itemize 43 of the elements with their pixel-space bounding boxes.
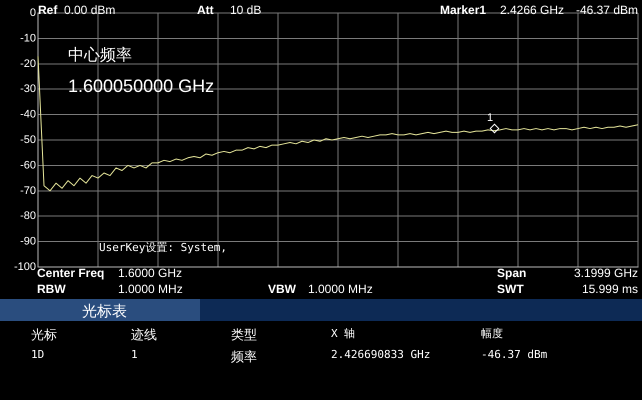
annotation: 10 dB — [230, 3, 262, 17]
annotation: Att — [197, 3, 214, 17]
annotation: 0.00 dBm — [64, 3, 116, 17]
text: 1D — [31, 348, 44, 361]
text: RBW — [37, 282, 66, 296]
text: 2.426690833 GHz — [331, 348, 430, 361]
annotation: Span — [497, 266, 526, 280]
annotation: Ref — [38, 3, 58, 17]
y-tick-label: -30 — [20, 83, 36, 96]
y-tick-label: -60 — [20, 159, 36, 172]
text: 1.0000 MHz — [308, 282, 373, 296]
y-tick-label: -90 — [20, 236, 36, 248]
annotation: 2.4266 GHz — [500, 3, 564, 17]
text: 光标 — [31, 327, 57, 344]
y-tick-label: -20 — [20, 58, 36, 70]
annotation: UserKey设置: System, — [99, 240, 227, 255]
annotation: 1.600050000 GHz — [68, 76, 214, 97]
annotation: Center Freq — [37, 266, 104, 280]
text: 幅度 — [481, 326, 503, 341]
annotation: 1.6000 GHz — [118, 266, 182, 280]
annotation: 3.1999 GHz — [574, 266, 638, 280]
y-tick-label: -50 — [20, 134, 36, 146]
text: SWT — [497, 282, 524, 296]
text: X 轴 — [331, 326, 356, 341]
y-tick-label: -100 — [14, 261, 36, 274]
text: 1 — [131, 348, 138, 361]
text: 15.999 ms — [582, 282, 638, 296]
text: VBW — [268, 282, 296, 296]
y-tick-label: -80 — [20, 210, 36, 222]
y-tick-label: -40 — [20, 108, 36, 121]
text: 光标表 — [82, 302, 127, 321]
y-tick-label: -70 — [20, 184, 36, 197]
text: 频率 — [231, 349, 257, 366]
y-tick-label: -10 — [20, 32, 36, 44]
text: -46.37 dBm — [481, 348, 548, 361]
annotation: -46.37 dBm — [576, 3, 638, 17]
y-tick-label: 0 — [30, 7, 36, 20]
annotation: Marker1 — [440, 3, 486, 17]
annotation: 中心频率 — [68, 45, 132, 66]
text: 迹线 — [131, 327, 157, 344]
text: 类型 — [231, 327, 257, 344]
text: 1.0000 MHz — [118, 282, 183, 296]
annotation: 1 — [487, 112, 494, 124]
